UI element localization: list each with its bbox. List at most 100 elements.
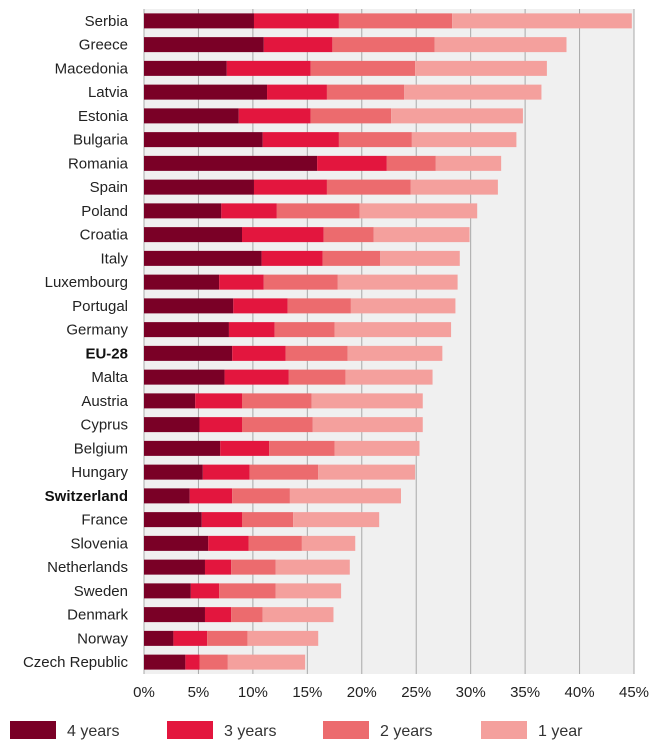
category-label: Belgium: [74, 440, 128, 457]
bar-segment: [411, 132, 517, 148]
bar-segment: [144, 583, 191, 599]
tick-label: 10%: [238, 684, 268, 701]
bar-segment: [332, 37, 435, 53]
bar-segment: [410, 179, 498, 195]
bar-segment: [263, 274, 338, 290]
bar-segment: [323, 227, 374, 243]
bar-segment: [293, 512, 380, 528]
category-label: Luxembourg: [45, 274, 128, 291]
bar-segment: [221, 203, 277, 219]
bar-segment: [248, 535, 302, 551]
bar-segment: [219, 583, 276, 599]
category-label: Latvia: [88, 84, 129, 101]
category-label: Bulgaria: [73, 132, 129, 149]
bar-segment: [312, 417, 423, 433]
bar-segment: [249, 464, 319, 480]
category-label: Serbia: [85, 13, 129, 30]
bar-segment: [144, 488, 190, 504]
tick-label: 5%: [188, 684, 210, 701]
legend-swatch: [481, 721, 527, 739]
bar-segment: [242, 393, 312, 409]
bar-segment: [173, 630, 208, 646]
bar-segment: [253, 13, 339, 29]
bar-segment: [232, 488, 290, 504]
bar-segment: [228, 322, 275, 338]
tick-label: 20%: [347, 684, 377, 701]
category-label: Estonia: [78, 108, 129, 125]
tick-label: 0%: [133, 684, 155, 701]
bar-segment: [144, 345, 233, 361]
bar-segment: [338, 13, 453, 29]
tick-label: 40%: [565, 684, 595, 701]
bar-segment: [219, 274, 264, 290]
category-label: EU-28: [85, 345, 128, 362]
category-label: France: [81, 512, 128, 529]
bar-segment: [386, 155, 436, 171]
bar-segment: [326, 179, 411, 195]
bar-segment: [202, 464, 250, 480]
bar-segment: [144, 322, 229, 338]
bar-segment: [144, 654, 186, 670]
bar-segment: [289, 488, 401, 504]
bar-segment: [274, 322, 335, 338]
bar-segment: [317, 155, 387, 171]
bar-segment: [338, 132, 412, 148]
bar-segment: [144, 464, 203, 480]
legend-label: 1 year: [538, 723, 583, 740]
bar-segment: [276, 203, 360, 219]
category-label: Macedonia: [55, 60, 129, 77]
bar-segment: [144, 559, 205, 575]
bar-segment: [288, 369, 346, 385]
bar-segment: [232, 345, 286, 361]
tick-label: 15%: [292, 684, 322, 701]
bar-segment: [189, 488, 233, 504]
bar-segment: [144, 274, 220, 290]
bar-segment: [144, 250, 262, 266]
bar-segment: [415, 60, 547, 76]
bar-segment: [404, 84, 542, 100]
bar-segment: [242, 417, 313, 433]
bar-segment: [144, 179, 254, 195]
bar-segment: [226, 60, 311, 76]
bar-segment: [144, 108, 239, 124]
bar-segment: [220, 440, 270, 456]
bar-segment: [334, 322, 452, 338]
bar-segment: [345, 369, 433, 385]
bar-segment: [231, 607, 263, 623]
category-label: Poland: [81, 203, 128, 220]
bar-segment: [301, 535, 356, 551]
category-labels: Serbia Greece Macedonia Latvia Estonia Bulgar…: [23, 13, 129, 671]
bar-segment: [207, 630, 248, 646]
bar-segment: [347, 345, 443, 361]
bar-segment: [322, 250, 381, 266]
bar-segment: [262, 132, 339, 148]
legend: 4 years 3 years 2 years 1 year: [10, 721, 583, 740]
legend-label: 2 years: [380, 723, 432, 740]
category-label: Czech Republic: [23, 654, 129, 671]
category-label: Norway: [77, 630, 128, 647]
bar-segment: [380, 250, 460, 266]
bar-segment: [391, 108, 523, 124]
tick-label: 35%: [510, 684, 540, 701]
bar-segment: [224, 369, 289, 385]
category-label: Netherlands: [47, 559, 128, 576]
bar-segment: [144, 369, 225, 385]
legend-swatch: [10, 721, 56, 739]
bar-segment: [185, 654, 200, 670]
bar-segment: [287, 298, 351, 314]
legend-swatch: [167, 721, 213, 739]
category-label: Sweden: [74, 583, 128, 600]
category-label: Malta: [91, 369, 128, 386]
category-label: Italy: [100, 250, 128, 267]
bars: [144, 13, 632, 670]
bar-segment: [144, 37, 264, 53]
x-axis-ticks: 0% 5% 10% 15% 20% 25% 30% 35% 40% 45%: [133, 684, 649, 701]
bar-segment: [144, 227, 242, 243]
legend-label: 4 years: [67, 723, 119, 740]
category-label: Switzerland: [45, 488, 128, 505]
bar-segment: [231, 559, 276, 575]
category-label: Denmark: [67, 607, 128, 624]
bar-segment: [261, 250, 323, 266]
bar-segment: [253, 179, 327, 195]
category-label: Slovenia: [70, 535, 128, 552]
